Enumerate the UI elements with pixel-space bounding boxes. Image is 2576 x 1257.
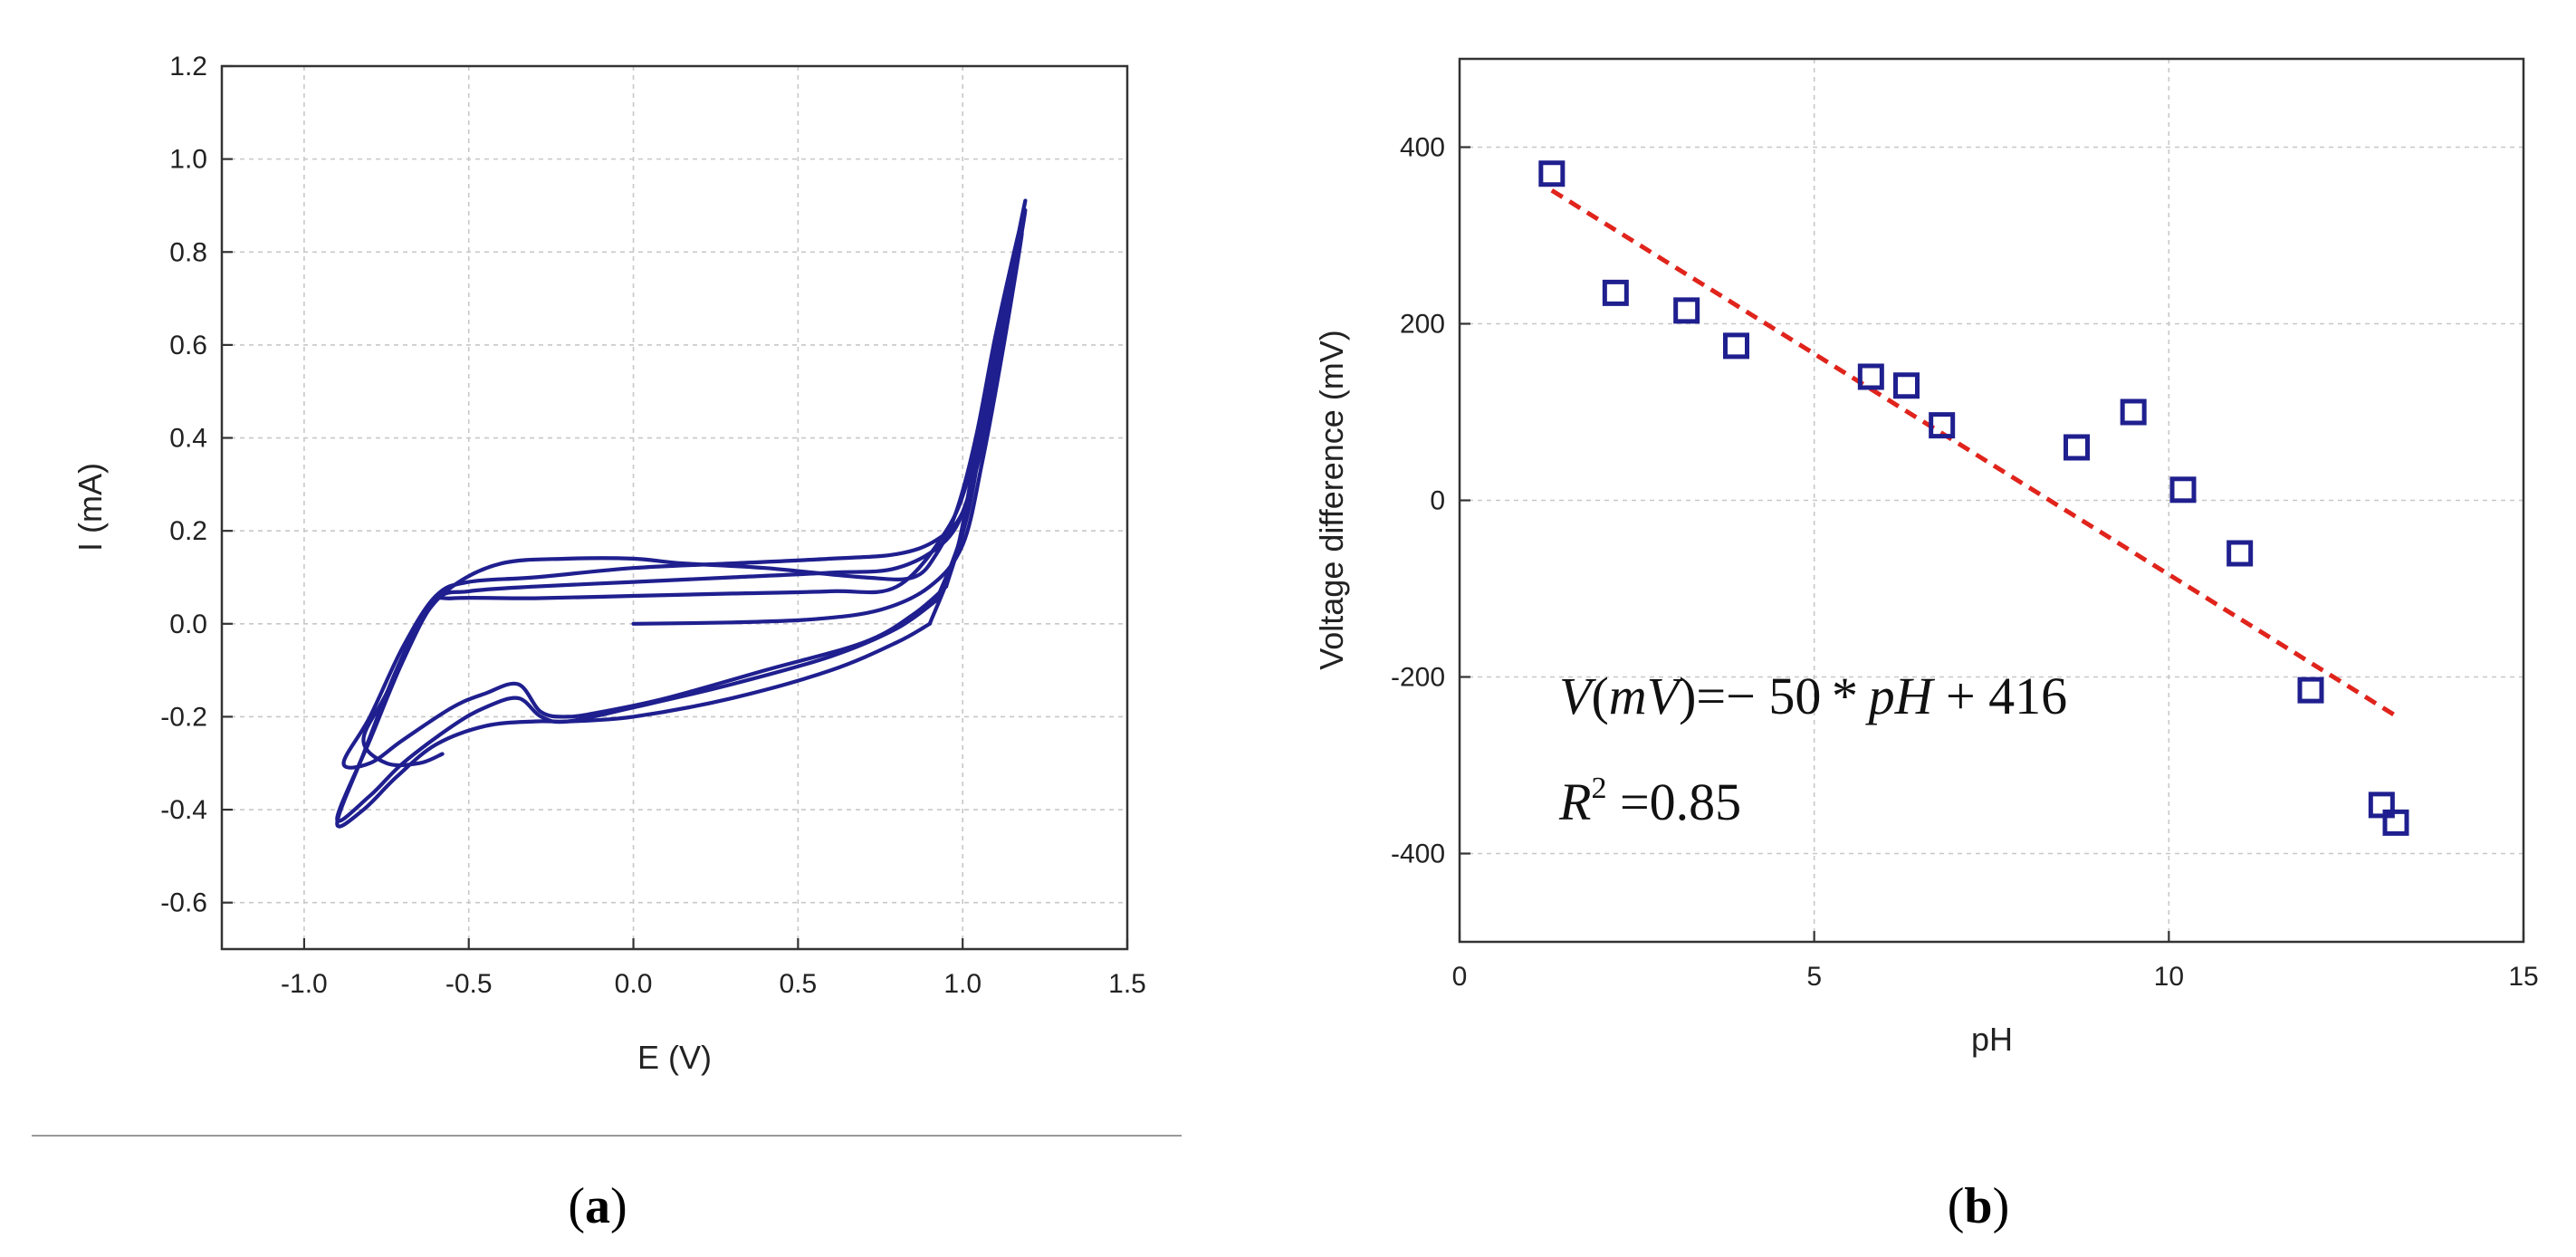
eq-part-mv: mV — [1609, 667, 1685, 725]
panel-b-chart: 0 5 10 15 -400 -200 0 200 400 pH Voltage differe… — [1313, 57, 2539, 1234]
panel-a-x-tick-label: 0.5 — [780, 969, 818, 999]
r2-part-r: R — [1558, 772, 1591, 831]
panel-a-y-tick-label: 0.4 — [169, 424, 207, 454]
caption-a: (a) — [568, 1178, 627, 1234]
panel-b-y-tick-label: -400 — [1391, 840, 1445, 869]
caption-b: (b) — [1948, 1178, 2009, 1234]
panel-a-series — [335, 198, 1028, 829]
panel-b-data-point — [1538, 160, 1566, 187]
panel-a-y-tick-label: 0.8 — [169, 237, 207, 267]
panel-b-data-point — [1857, 363, 1884, 390]
panel-a-chart: -1.0 -0.5 0.0 0.5 1.0 1.5 -0.6 -0.4 -0.2 0.0 0.2 0.… — [32, 52, 1182, 1234]
panel-b-ticks: 0 5 10 15 -400 -200 0 200 400 — [1391, 133, 2539, 993]
panel-a-x-tick-label: 1.5 — [1108, 969, 1146, 999]
panel-b-x-tick-label: 0 — [1452, 962, 1468, 992]
panel-b-x-axis-label: pH — [1971, 1021, 2013, 1058]
panel-a-series-line-1 — [341, 231, 1024, 770]
panel-b-gridlines — [1460, 59, 2523, 942]
panel-a-y-tick-label: 0.0 — [169, 609, 207, 639]
eq-part-intercept: + 416 — [1932, 667, 2067, 725]
panel-b-y-tick-label: -200 — [1391, 663, 1445, 693]
panel-b-data-point — [2120, 398, 2147, 426]
panel-b-data-point — [2226, 540, 2254, 567]
panel-a-x-tick-label: 1.0 — [943, 969, 982, 999]
panel-b-data-point — [2169, 476, 2197, 504]
panel-a-ticks: -1.0 -0.5 0.0 0.5 1.0 1.5 -0.6 -0.4 -0.2 0.0 0.2 0.… — [160, 52, 1146, 999]
panel-b-y-axis-label: Voltage difference (mV) — [1313, 330, 1350, 670]
panel-b-y-tick-label: 200 — [1400, 310, 1445, 340]
eq-part-v: V — [1559, 667, 1597, 725]
panel-a-y-tick-label: 0.2 — [169, 516, 207, 546]
panel-a-x-axis-label: E (V) — [637, 1039, 712, 1076]
panel-a-y-tick-label: 1.0 — [169, 145, 207, 175]
panel-b-data-point — [1893, 372, 1920, 399]
panel-b-data-point — [2368, 792, 2395, 819]
panel-a-y-axis-label: I (mA) — [72, 463, 109, 552]
panel-a-y-tick-label: -0.4 — [160, 795, 207, 825]
panel-a-y-tick-label: -0.6 — [160, 888, 207, 918]
panel-b-data-point — [1929, 412, 1956, 439]
fit-equation: V(mV)=− 50 * pH + 416 — [1559, 667, 2067, 725]
panel-b-data-point — [1723, 332, 1749, 360]
panel-b-y-tick-label: 0 — [1430, 486, 1445, 516]
panel-b-x-tick-label: 5 — [1806, 962, 1822, 992]
r2-part-value: =0.85 — [1606, 772, 1741, 831]
panel-a-series-line-4 — [361, 231, 1021, 768]
panel-b-x-tick-label: 15 — [2508, 962, 2538, 992]
panel-b-data-point — [2064, 434, 2090, 461]
r-squared: R2 =0.85 — [1558, 772, 1741, 831]
r2-part-exp: 2 — [1591, 772, 1606, 805]
eq-part-slope: =− 50 * — [1696, 667, 1868, 725]
panel-b-x-tick-label: 10 — [2154, 962, 2184, 992]
eq-part-open: ( — [1591, 667, 1608, 725]
eq-part-ph: pH — [1865, 667, 1936, 725]
eq-part-close: ) — [1679, 667, 1696, 725]
panel-a-x-tick-label: 0.0 — [615, 969, 653, 999]
panel-a-series-line-3 — [335, 198, 1028, 829]
panel-b-y-tick-label: 400 — [1400, 133, 1445, 163]
panel-a-y-tick-label: -0.2 — [160, 702, 207, 732]
panel-b-data-point — [2382, 809, 2409, 836]
panel-a-x-tick-label: -0.5 — [445, 969, 493, 999]
panel-a-y-tick-label: 1.2 — [169, 52, 207, 82]
panel-b-data-point — [2297, 676, 2324, 704]
panel-a-x-tick-label: -1.0 — [281, 969, 328, 999]
panel-a-plot-frame — [220, 64, 1129, 951]
panel-b-data-point — [1673, 297, 1700, 324]
panel-b-data-point — [1602, 279, 1629, 306]
panel-a-y-tick-label: 0.6 — [169, 331, 207, 360]
panel-b-scatter-points — [1538, 160, 2409, 836]
